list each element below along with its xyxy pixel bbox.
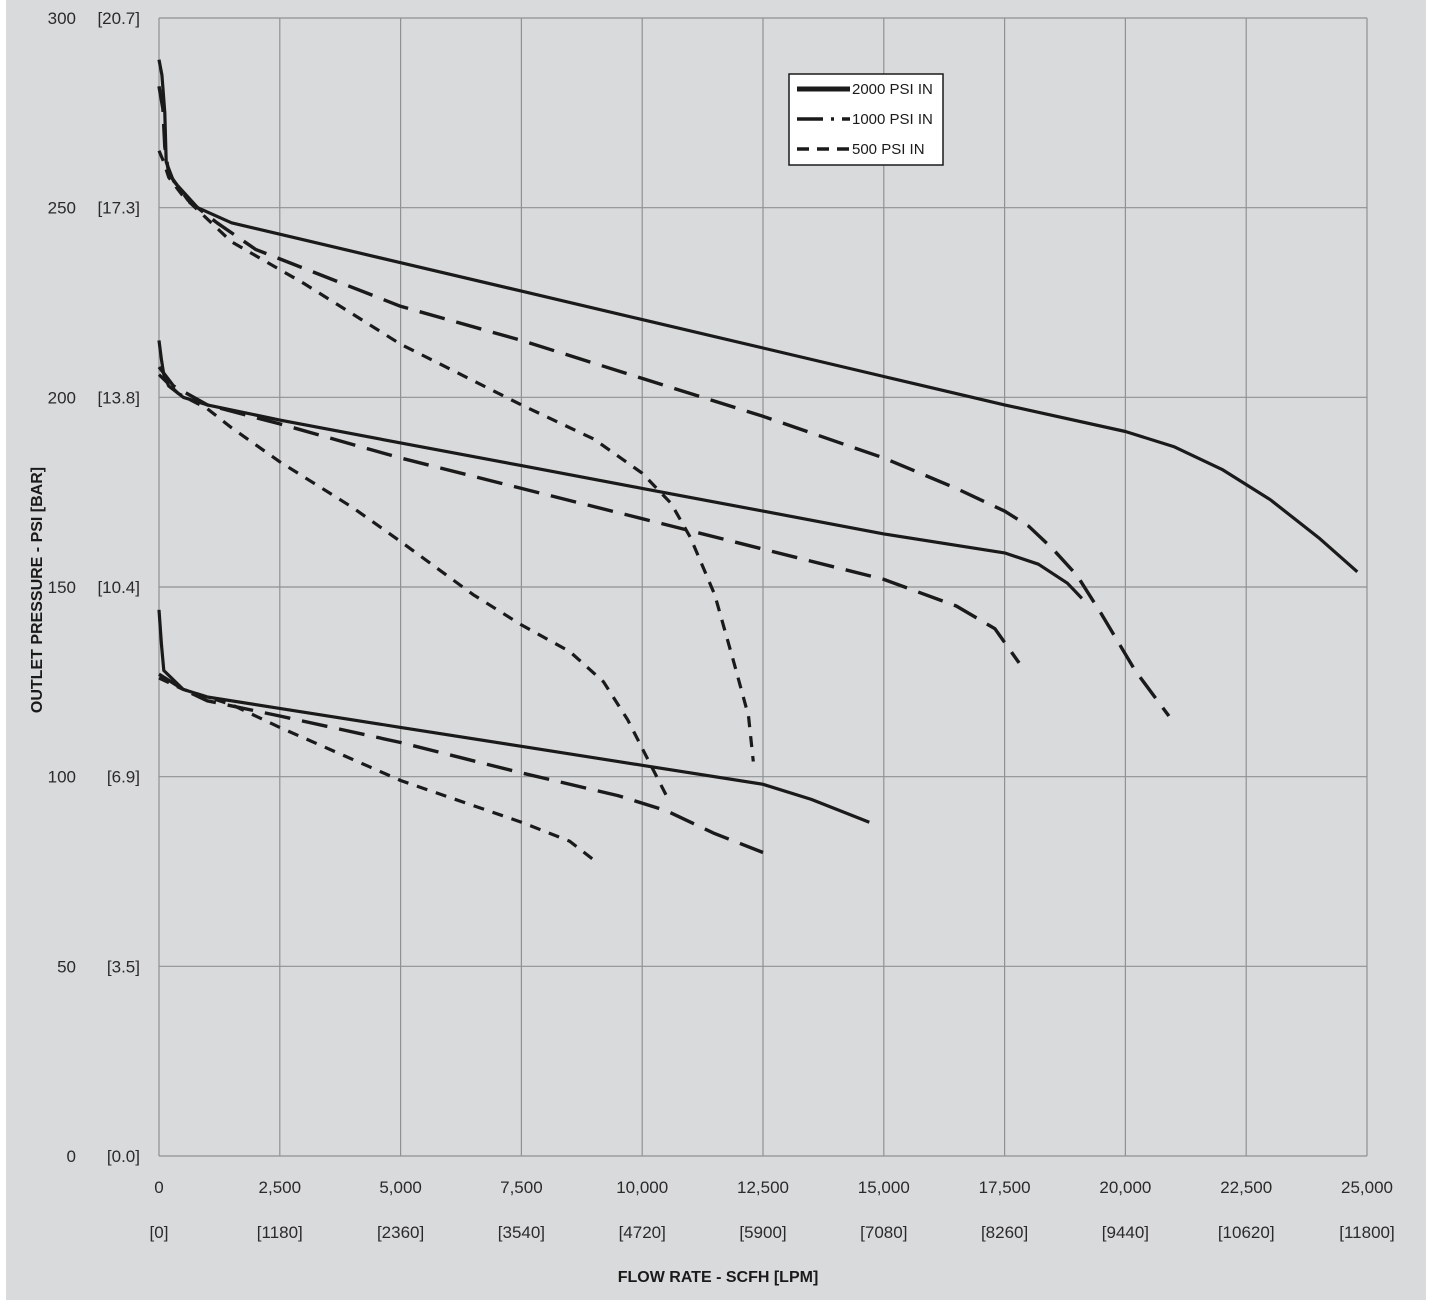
y-tick-label: 300 (48, 9, 76, 28)
y-tick-label: 50 (57, 957, 76, 976)
x-tick-label: 17,500 (979, 1178, 1031, 1197)
x-tick-label: 22,500 (1220, 1178, 1272, 1197)
x-tick-label: 2,500 (259, 1178, 302, 1197)
y-tick-sublabel: [10.4] (97, 578, 140, 597)
y-tick-sublabel: [17.3] (97, 199, 140, 218)
x-tick-label: 25,000 (1341, 1178, 1393, 1197)
series-line-solid (157, 609, 870, 824)
y-tick-sublabel: [13.8] (97, 388, 140, 407)
legend-label-2000: 2000 PSI IN (852, 81, 933, 98)
y-tick-label: 100 (48, 768, 76, 787)
x-tick-sublabel: [4720] (619, 1223, 666, 1242)
series-line-longdash (158, 672, 764, 855)
series-line-longdash (157, 365, 1021, 664)
x-tick-sublabel: [8260] (981, 1223, 1028, 1242)
legend: 2000 PSI IN 1000 PSI IN 500 PSI IN (788, 73, 944, 166)
y-tick-label: 0 (67, 1147, 76, 1166)
y-tick-sublabel: [0.0] (107, 1147, 140, 1166)
y-tick-sublabel: [20.7] (97, 9, 140, 28)
x-tick-sublabel: [7080] (860, 1223, 907, 1242)
x-tick-label: 5,000 (379, 1178, 422, 1197)
x-tick-label: 0 (154, 1178, 163, 1197)
y-axis-title: OUTLET PRESSURE - PSI [BAR] (29, 467, 46, 713)
x-tick-sublabel: [11800] (1339, 1223, 1394, 1242)
y-tick-label: 250 (48, 199, 76, 218)
x-tick-sublabel: [3540] (498, 1223, 545, 1242)
legend-label-1000: 1000 PSI IN (852, 111, 933, 128)
x-tick-label: 10,000 (616, 1178, 668, 1197)
y-tick-label: 200 (48, 388, 76, 407)
x-axis-title: FLOW RATE - SCFH [LPM] (618, 1269, 819, 1286)
grid (158, 17, 1368, 1157)
x-tick-sublabel: [1180] (257, 1223, 303, 1242)
x-tick-sublabel: [0] (150, 1223, 169, 1242)
series-line-dash (157, 150, 755, 762)
x-tick-label: 20,000 (1099, 1178, 1151, 1197)
y-tick-sublabel: [3.5] (107, 957, 140, 976)
x-tick-label: 15,000 (858, 1178, 910, 1197)
x-tick-label: 12,500 (737, 1178, 789, 1197)
x-tick-sublabel: [9440] (1102, 1223, 1149, 1242)
series-lines (157, 59, 1359, 862)
series-line-longdash (157, 86, 1171, 718)
x-tick-sublabel: [10620] (1218, 1223, 1275, 1242)
x-tick-sublabel: [5900] (739, 1223, 786, 1242)
y-tick-label: 150 (48, 578, 76, 597)
legend-label-500: 500 PSI IN (852, 141, 925, 158)
y-tick-sublabel: [6.9] (107, 768, 140, 787)
x-tick-sublabel: [2360] (377, 1223, 424, 1242)
plot-area (6, 0, 1426, 1300)
series-line-dash (157, 373, 668, 797)
x-tick-label: 7,500 (500, 1178, 543, 1197)
tick-labels: 0 [0.0] 50 [3.5] 100 [6.9] 150 [10.4] 200 [13.8] 2… (48, 9, 1395, 1242)
